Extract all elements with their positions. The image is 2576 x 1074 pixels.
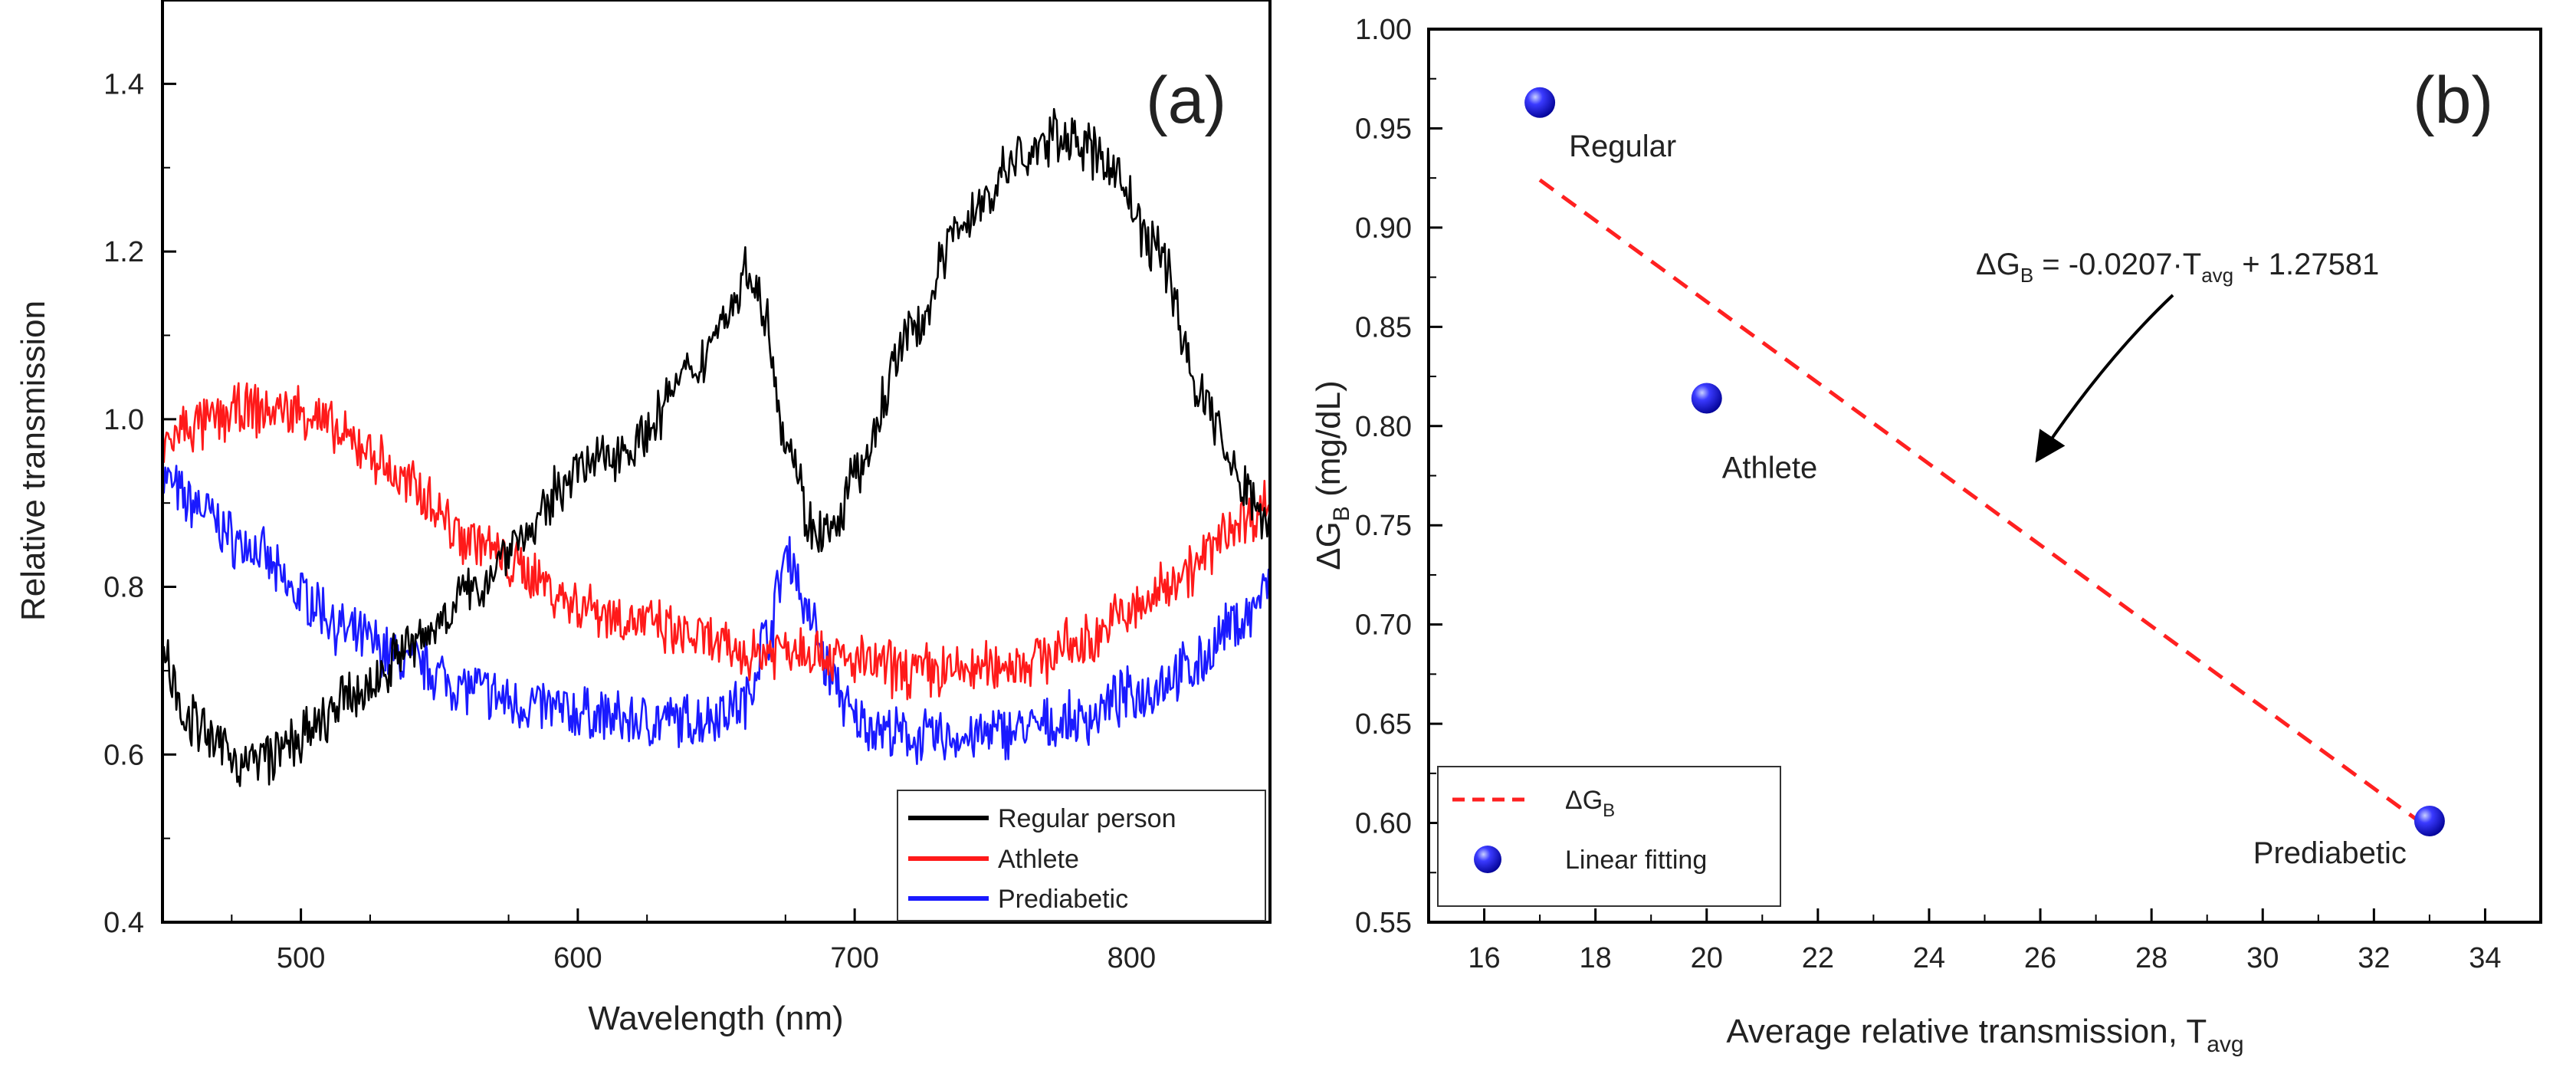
equation-rhs: + 1.27581 — [2233, 248, 2379, 281]
panel-b-x-tick-label: 24 — [1913, 942, 1945, 974]
panel-b-y-tick-label: 0.95 — [1355, 113, 1412, 145]
panel-b-y-tick-label: 1.00 — [1355, 14, 1412, 46]
panel-b-y-axis-label-text: ΔG — [1310, 521, 1347, 570]
panel-b-y-tick-label: 0.65 — [1355, 708, 1412, 741]
equation-arrow — [2035, 294, 2174, 463]
panel-a-x-tick-label: 800 — [1108, 942, 1156, 974]
panel-b-label: (b) — [2413, 64, 2493, 137]
panel-b-frame — [1427, 28, 2542, 924]
panel-b-legend-box — [1437, 766, 1781, 907]
panel-b-y-tick-label: 0.55 — [1355, 907, 1412, 939]
equation-middle: = -0.0207·T — [2033, 248, 2201, 281]
panel-b-y-tick-label: 0.80 — [1355, 411, 1412, 443]
panel-a-y-axis-label: Relative transmission — [15, 301, 52, 621]
panel-b-x-tick-label: 28 — [2135, 942, 2167, 974]
legend-label-prediabetic: Prediabetic — [998, 885, 1128, 914]
legend-label-delta-gb-text: ΔG — [1565, 786, 1603, 815]
panel-b-y-tick-label: 0.75 — [1355, 510, 1412, 542]
legend-label-delta-gb-sub: B — [1603, 800, 1615, 821]
panel-b-x-tick-label: 16 — [1468, 942, 1500, 974]
panel-a-y-tick-label: 0.4 — [103, 907, 144, 939]
panel-a-frame — [161, 0, 1272, 924]
panel-a-x-tick-label: 700 — [830, 942, 878, 974]
fit-line — [1538, 178, 2431, 831]
equation-middle-sub: avg — [2201, 264, 2233, 287]
panel-b-y-tick-label: 0.60 — [1355, 808, 1412, 840]
panel-b-y-axis-label-sub: B — [1329, 506, 1354, 521]
panel-a-y-tick-label: 0.8 — [103, 572, 144, 604]
panel-b-x-tick-label: 34 — [2469, 942, 2501, 974]
panel-b-x-tick-label: 26 — [2024, 942, 2056, 974]
panel-b-x-axis-label-sub: avg — [2207, 1032, 2243, 1057]
point-label-athlete: Athlete — [1722, 452, 1818, 485]
panel-a-x-axis-label: Wavelength (nm) — [588, 1000, 843, 1037]
point-regular — [1524, 87, 1556, 118]
panel-b-x-tick-label: 22 — [1802, 942, 1834, 974]
panel-a-tick-labels: 500 600 700 800 0.4 0.6 0.8 1.0 1.2 1.4 — [103, 68, 1156, 974]
panel-b-x-axis-label-text: Average relative transmission, T — [1726, 1013, 2207, 1050]
equation: ΔGB = -0.0207·Tavg + 1.27581 — [1976, 248, 2379, 287]
panel-a-y-tick-label: 1.0 — [103, 404, 144, 436]
panel-a-series — [161, 107, 1272, 787]
panel-b-y-axis-label-unit: (mg/dL) — [1310, 380, 1347, 506]
panel-b-y-tick-label: 0.70 — [1355, 609, 1412, 642]
panel-b-x-tick-label: 32 — [2358, 942, 2390, 974]
panel-a: 500 600 700 800 0.4 0.6 0.8 1.0 1.2 1.4 (a) Wavel… — [15, 0, 1272, 1037]
legend-label-regular-person: Regular person — [998, 804, 1176, 833]
equation-lhs-sub: B — [2020, 264, 2033, 287]
panel-b-x-axis-label: Average relative transmission, Tavg — [1726, 1013, 2243, 1057]
panel-b-y-tick-label: 0.90 — [1355, 212, 1412, 245]
legend-label-athlete: Athlete — [998, 845, 1079, 874]
panel-a-y-tick-label: 0.6 — [103, 739, 144, 771]
panel-b-y-axis-label: ΔGB (mg/dL) — [1310, 380, 1354, 570]
point-prediabetic — [2414, 805, 2445, 836]
panel-b-x-tick-label: 18 — [1580, 942, 1612, 974]
legend-label-delta-gb: ΔGB — [1565, 786, 1615, 821]
panel-a-y-tick-label: 1.2 — [103, 236, 144, 268]
series-line-athlete — [161, 382, 1272, 701]
panel-a-x-tick-label: 500 — [277, 942, 325, 974]
panel-b-tick-labels: 16 18 20 22 24 26 28 30 32 34 0.55 0.60 0.65 0.70 0.75… — [1355, 14, 2502, 974]
point-athlete — [1691, 383, 1722, 414]
panel-a-legend: Regular person Athlete Prediabetic — [897, 790, 1266, 921]
point-label-prediabetic: Prediabetic — [2253, 836, 2407, 870]
panel-b-y-tick-label: 0.85 — [1355, 311, 1412, 343]
panel-a-x-tick-label: 600 — [553, 942, 602, 974]
series-line-prediabetic — [162, 465, 1272, 765]
panel-b-x-tick-label: 30 — [2246, 942, 2279, 974]
data-points: Regular Athlete Prediabetic — [1524, 87, 2445, 870]
legend-marker-linear-fitting — [1474, 846, 1501, 873]
panel-a-y-tick-label: 1.4 — [103, 68, 144, 100]
panel-a-label: (a) — [1146, 64, 1226, 137]
panel-b-legend: ΔGB Linear fitting — [1437, 766, 1781, 907]
legend-label-linear-fitting: Linear fitting — [1565, 846, 1707, 875]
panel-b: 16 18 20 22 24 26 28 30 32 34 0.55 0.60 0.65 0.70 0.75… — [1310, 14, 2542, 1057]
series-line-regular-person — [161, 107, 1272, 787]
panel-b-x-tick-label: 20 — [1691, 942, 1723, 974]
equation-lhs: ΔG — [1976, 248, 2020, 281]
point-label-regular: Regular — [1569, 130, 1676, 163]
